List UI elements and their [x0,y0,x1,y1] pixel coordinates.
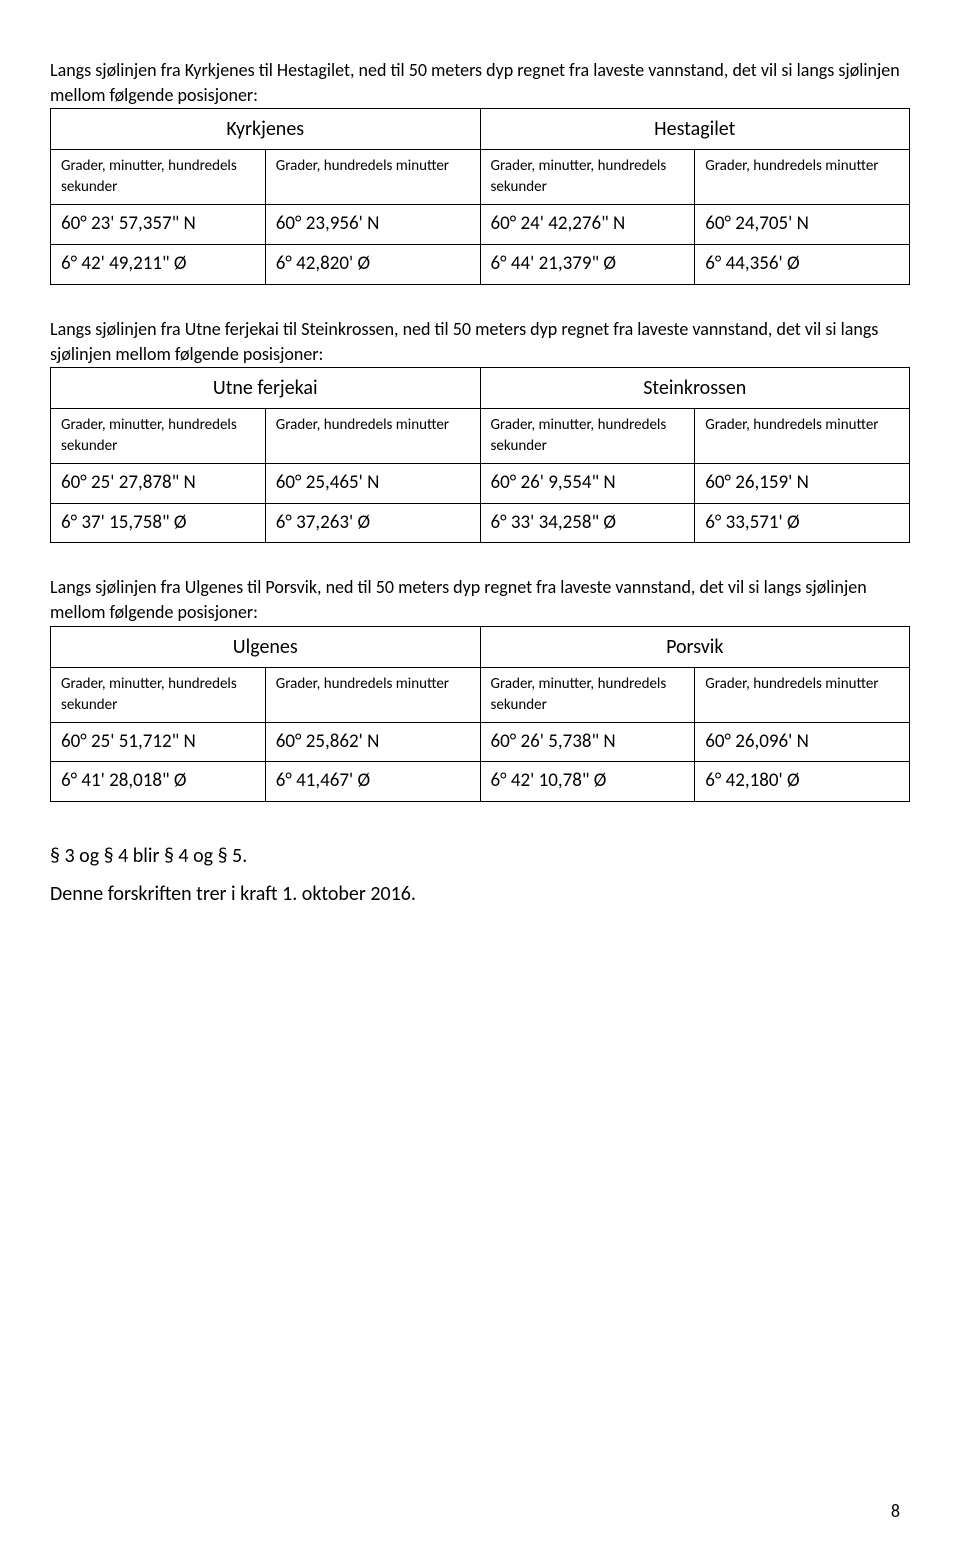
coord-cell: 6° 41' 28,018" Ø [51,762,266,802]
coord-cell: 6° 33,571' Ø [695,503,910,543]
coord-cell: 60° 25' 27,878" N [51,463,266,503]
col-label: Grader, minutter, hundredels sekunder [480,150,695,205]
col-label: Grader, hundredels minutter [265,408,480,463]
right-location: Porsvik [480,626,910,667]
coord-cell: 6° 42' 49,211" Ø [51,244,266,284]
left-location: Kyrkjenes [51,109,481,150]
col-label: Grader, minutter, hundredels sekunder [480,667,695,722]
coord-cell: 6° 42,820' Ø [265,244,480,284]
coord-cell: 60° 25,862' N [265,722,480,762]
col-label: Grader, minutter, hundredels sekunder [51,408,266,463]
footer-line: § 3 og § 4 blir § 4 og § 5. [50,842,910,870]
coord-cell: 60° 26' 9,554" N [480,463,695,503]
coord-cell: 60° 23' 57,357" N [51,205,266,245]
coord-cell: 60° 25' 51,712" N [51,722,266,762]
coord-cell: 6° 33' 34,258" Ø [480,503,695,543]
col-label: Grader, hundredels minutter [265,150,480,205]
section-intro: Langs sjølinjen fra Ulgenes til Porsvik,… [50,575,910,625]
coord-cell: 6° 44,356' Ø [695,244,910,284]
section-intro: Langs sjølinjen fra Kyrkjenes til Hestag… [50,58,910,108]
right-location: Hestagilet [480,109,910,150]
coord-cell: 6° 42' 10,78" Ø [480,762,695,802]
coordinates-table: Kyrkjenes Hestagilet Grader, minutter, h… [50,108,910,284]
left-location: Ulgenes [51,626,481,667]
coord-cell: 6° 41,467' Ø [265,762,480,802]
right-location: Steinkrossen [480,367,910,408]
col-label: Grader, hundredels minutter [695,150,910,205]
page-number: 8 [891,1499,900,1524]
coord-cell: 6° 37' 15,758" Ø [51,503,266,543]
coord-cell: 6° 42,180' Ø [695,762,910,802]
coord-cell: 60° 23,956' N [265,205,480,245]
col-label: Grader, minutter, hundredels sekunder [51,150,266,205]
col-label: Grader, minutter, hundredels sekunder [480,408,695,463]
coord-cell: 60° 26' 5,738" N [480,722,695,762]
col-label: Grader, hundredels minutter [695,408,910,463]
col-label: Grader, minutter, hundredels sekunder [51,667,266,722]
coord-cell: 6° 44' 21,379" Ø [480,244,695,284]
coord-cell: 60° 24,705' N [695,205,910,245]
footer-line: Denne forskriften trer i kraft 1. oktobe… [50,880,910,908]
coord-cell: 6° 37,263' Ø [265,503,480,543]
section-intro: Langs sjølinjen fra Utne ferjekai til St… [50,317,910,367]
coord-cell: 60° 26,096' N [695,722,910,762]
coordinates-table: Utne ferjekai Steinkrossen Grader, minut… [50,367,910,543]
left-location: Utne ferjekai [51,367,481,408]
coordinates-table: Ulgenes Porsvik Grader, minutter, hundre… [50,626,910,802]
col-label: Grader, hundredels minutter [265,667,480,722]
col-label: Grader, hundredels minutter [695,667,910,722]
coord-cell: 60° 25,465' N [265,463,480,503]
coord-cell: 60° 26,159' N [695,463,910,503]
coord-cell: 60° 24' 42,276" N [480,205,695,245]
